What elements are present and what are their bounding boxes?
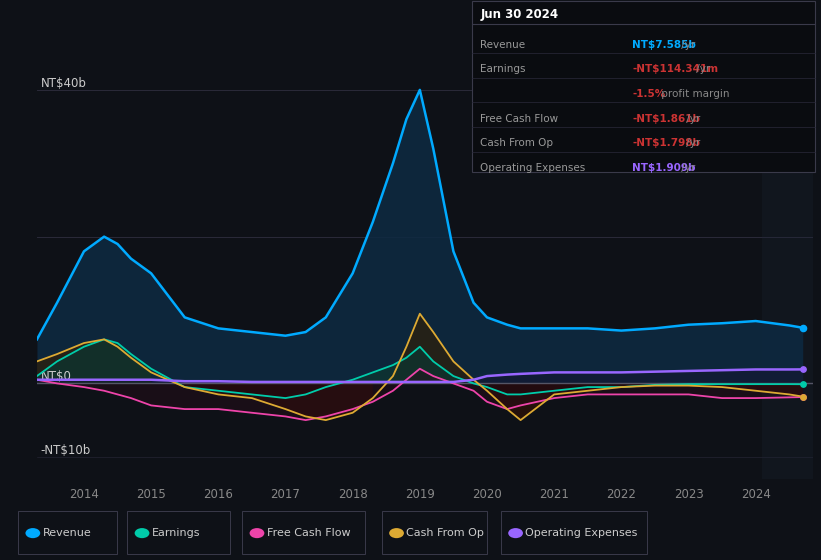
Text: Revenue: Revenue xyxy=(43,528,91,538)
Text: /yr: /yr xyxy=(693,64,710,74)
Text: NT$40b: NT$40b xyxy=(41,77,87,90)
Point xyxy=(796,392,810,401)
Text: -NT$1.798b: -NT$1.798b xyxy=(632,138,700,148)
Text: -1.5%: -1.5% xyxy=(632,89,665,99)
Text: /yr: /yr xyxy=(678,40,695,50)
Text: /yr: /yr xyxy=(678,163,695,173)
Text: -NT$1.861b: -NT$1.861b xyxy=(632,114,700,124)
Text: -NT$114.341m: -NT$114.341m xyxy=(632,64,718,74)
Text: Revenue: Revenue xyxy=(480,40,525,50)
Text: Free Cash Flow: Free Cash Flow xyxy=(267,528,351,538)
Point xyxy=(796,323,810,332)
Text: -NT$10b: -NT$10b xyxy=(41,444,91,457)
Text: Cash From Op: Cash From Op xyxy=(406,528,484,538)
Point xyxy=(796,365,810,374)
Text: Free Cash Flow: Free Cash Flow xyxy=(480,114,558,124)
Text: Operating Expenses: Operating Expenses xyxy=(480,163,585,173)
Text: Earnings: Earnings xyxy=(152,528,200,538)
Point xyxy=(796,380,810,389)
Text: Earnings: Earnings xyxy=(480,64,525,74)
Point xyxy=(796,393,810,402)
Text: profit margin: profit margin xyxy=(658,89,729,99)
Text: Jun 30 2024: Jun 30 2024 xyxy=(480,8,558,21)
Text: /yr: /yr xyxy=(683,114,700,124)
Text: /yr: /yr xyxy=(683,138,700,148)
Text: NT$1.909b: NT$1.909b xyxy=(632,163,695,173)
Bar xyxy=(763,53,813,479)
Text: Cash From Op: Cash From Op xyxy=(480,138,553,148)
Text: Operating Expenses: Operating Expenses xyxy=(525,528,638,538)
Text: NT$7.585b: NT$7.585b xyxy=(632,40,696,50)
Text: NT$0: NT$0 xyxy=(41,370,71,384)
